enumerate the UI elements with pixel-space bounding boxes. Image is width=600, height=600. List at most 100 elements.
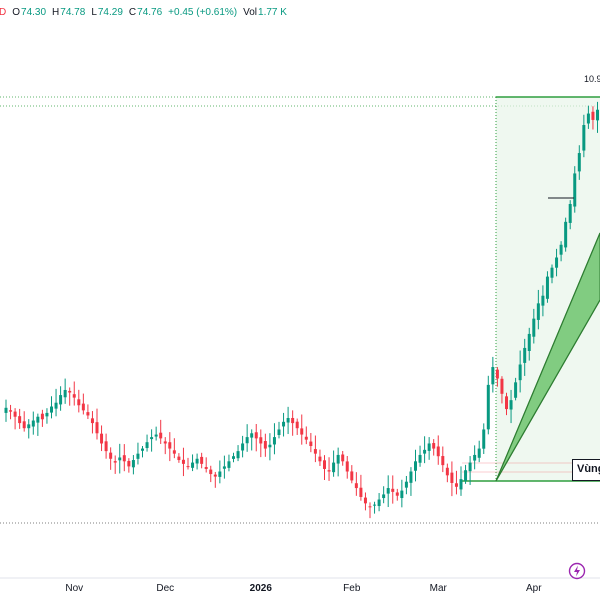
tradingview-logo-icon[interactable] (568, 562, 586, 580)
candle-body (477, 448, 481, 458)
candle (204, 457, 208, 473)
candle (532, 308, 536, 344)
candle (586, 105, 590, 129)
candle-body (282, 421, 286, 427)
zone-label[interactable]: Vùng (572, 459, 600, 481)
candle (118, 443, 122, 474)
candle (377, 493, 381, 512)
candle-body (309, 441, 313, 447)
time-axis-tick: 2026 (249, 583, 272, 594)
candle (45, 408, 49, 424)
candle (127, 458, 131, 473)
candle-body (586, 113, 590, 124)
candle (323, 455, 326, 480)
candle-body (373, 504, 377, 506)
candle (345, 455, 349, 479)
candle-body (505, 396, 508, 410)
candle (454, 470, 458, 495)
candle-body (172, 450, 176, 454)
candle-body (459, 479, 463, 490)
candle-body (195, 458, 199, 464)
candle-body (291, 417, 295, 424)
candle (582, 114, 586, 158)
candle (159, 419, 163, 444)
candle (95, 408, 99, 440)
interval-mark[interactable]: D (0, 6, 7, 18)
candle-body (181, 459, 185, 464)
candle (527, 327, 531, 361)
candle-body (227, 461, 231, 468)
candle (163, 437, 167, 455)
candle (473, 445, 477, 470)
candle-body (491, 367, 495, 385)
candle (277, 421, 281, 439)
candle (500, 376, 504, 404)
candle (77, 389, 81, 413)
candle-body (72, 394, 76, 398)
time-axis-tick: Mar (429, 583, 447, 594)
candle (200, 452, 204, 469)
candle (418, 445, 422, 467)
candle-body (582, 125, 586, 151)
candle-body (382, 494, 386, 499)
candle (168, 432, 172, 462)
candle-body (200, 456, 204, 464)
candle-body (523, 347, 527, 363)
candle (272, 423, 276, 455)
high-label: H (52, 6, 60, 18)
candle-body (109, 452, 113, 459)
candle-body (131, 460, 135, 468)
candle (136, 442, 140, 465)
candle-body (68, 390, 72, 393)
candle-body (104, 441, 108, 452)
candle-body (141, 448, 144, 451)
candle-body (81, 403, 85, 411)
candle-body (573, 173, 577, 207)
candle (59, 386, 63, 411)
candle (573, 166, 577, 213)
candle-body (568, 204, 572, 223)
candle (227, 454, 231, 472)
candle-body (596, 109, 599, 121)
candle (172, 438, 176, 459)
candle-body (50, 406, 53, 413)
candle (68, 387, 72, 406)
candle-body (154, 434, 158, 437)
candle (232, 452, 235, 463)
candle-body (122, 455, 126, 462)
candle-body (432, 443, 436, 449)
low-label: L (91, 6, 97, 18)
candle (54, 388, 58, 417)
candle (423, 436, 427, 464)
candle-body (500, 378, 504, 394)
candle-body (59, 395, 63, 405)
candle (318, 449, 322, 466)
candle-body (213, 474, 217, 477)
candle-body (218, 471, 222, 477)
candle (591, 106, 595, 130)
candle (468, 456, 472, 485)
candle (268, 433, 272, 461)
candle-body (536, 303, 540, 320)
candle (373, 501, 377, 514)
candle (354, 472, 358, 496)
candle (86, 404, 90, 420)
candle-body (545, 276, 549, 299)
candle-body (354, 483, 358, 489)
candle-body (9, 410, 13, 412)
candle-body (63, 389, 67, 398)
candle-body (18, 416, 22, 424)
candle-body (245, 437, 249, 444)
candle-body (113, 461, 117, 463)
candle (100, 425, 104, 452)
candle (382, 486, 386, 504)
low-value: 74.29 (97, 6, 123, 18)
candle-body (577, 153, 581, 172)
candle (177, 453, 181, 463)
candle-body (236, 451, 240, 459)
candle (518, 350, 522, 393)
candle-body (118, 457, 122, 461)
candle-body (27, 424, 31, 429)
high-value: 74.78 (60, 6, 86, 18)
